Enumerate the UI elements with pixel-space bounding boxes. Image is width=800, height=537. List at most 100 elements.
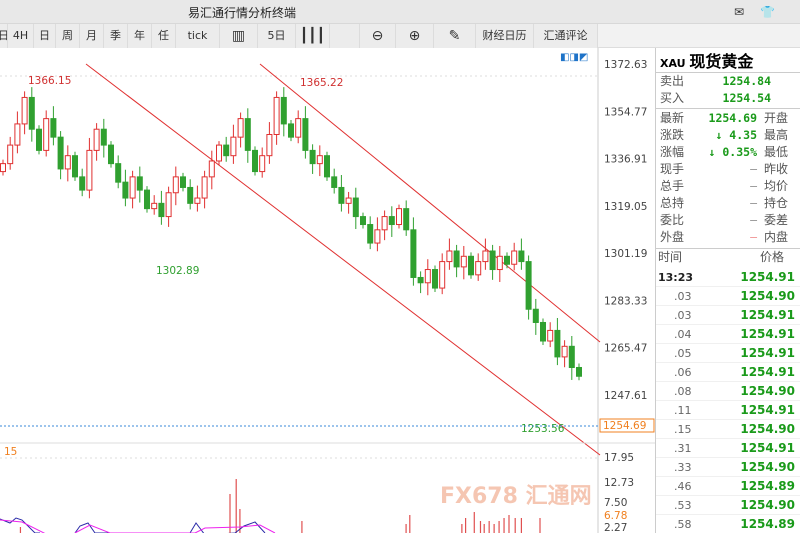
stat-label: 总手 <box>660 179 685 193</box>
channel-upper-line[interactable] <box>259 63 601 343</box>
candle <box>576 363 582 381</box>
candle-body <box>129 176 136 199</box>
candle <box>518 238 525 270</box>
toolbar-button[interactable]: 日 <box>0 24 8 48</box>
zoom-in-button[interactable]: ⊕ <box>396 24 434 48</box>
indicator-bar <box>483 524 485 533</box>
tick-row: .46 1254.89 <box>656 477 800 496</box>
toolbar-button[interactable]: 4H <box>8 24 34 48</box>
price-chart[interactable]: 1372.63 1354.77 1336.91 1319.05 1301.19 1283.… <box>0 48 655 537</box>
stat-label-right: 昨收 <box>764 162 789 176</box>
stat-row: 现手 — 昨收 <box>656 161 800 178</box>
stat-label: 总持 <box>660 196 685 210</box>
quote-label: 卖出 <box>660 74 685 88</box>
candle <box>43 110 50 157</box>
candle-body <box>360 216 366 226</box>
candle <box>460 245 467 280</box>
candle <box>237 112 244 148</box>
quote-label: 买入 <box>660 91 685 105</box>
zoom-in-icon: ⊕ <box>408 28 421 44</box>
candle-body <box>432 269 438 289</box>
toolbar-button[interactable]: 年 <box>128 24 152 48</box>
toolbar-button[interactable]: 月 <box>80 24 104 48</box>
candle-body <box>194 197 201 204</box>
candle-body <box>28 96 35 130</box>
tick-price: 1254.89 <box>740 479 795 493</box>
indicator-bar <box>479 521 482 533</box>
stat-value: — <box>750 196 757 210</box>
quote-value: 1254.84 <box>722 74 771 88</box>
toolbar-button[interactable]: 周 <box>56 24 80 48</box>
mail-icon[interactable]: ✉ <box>734 5 745 19</box>
tick-price: 1254.91 <box>740 346 795 360</box>
layout-buttons-icon[interactable]: ◧◨◩ <box>560 52 588 63</box>
indicator-bar <box>493 524 495 533</box>
tick-price: 1254.91 <box>740 365 795 379</box>
pen-button[interactable]: ✎ <box>434 24 476 48</box>
candle <box>280 87 287 137</box>
tick-row: .33 1254.90 <box>656 458 800 477</box>
toolbar-button[interactable]: 汇通评论 <box>534 24 598 48</box>
candle <box>288 119 294 142</box>
indicator-label: 15 <box>4 446 17 458</box>
stat-label: 涨跌 <box>660 128 685 142</box>
candle-body <box>151 202 158 210</box>
candle <box>410 217 417 286</box>
indicator-bar <box>19 527 22 533</box>
tick-row: .03 1254.91 <box>656 306 800 325</box>
candle-body <box>93 128 100 151</box>
indicator-bar <box>514 518 516 533</box>
window-title: 易汇通行情分析终端 <box>187 6 296 20</box>
indicator-bar <box>239 509 241 533</box>
candle-body <box>100 128 107 146</box>
toolbar-button[interactable]: 任 <box>152 24 176 48</box>
tick-price: 1254.90 <box>740 289 795 303</box>
channel-lower-line[interactable] <box>85 63 601 456</box>
candle <box>568 335 575 380</box>
candlestick-button[interactable]: ┃┃┃ <box>296 24 330 48</box>
stat-label: 外盘 <box>660 230 685 244</box>
indicator-bar <box>498 521 500 533</box>
candle-body <box>201 176 208 199</box>
stat-label-right: 内盘 <box>764 230 789 244</box>
function-button[interactable] <box>330 24 360 48</box>
price-annotation: 1253.56 <box>521 423 565 435</box>
candle-body <box>172 176 179 194</box>
candle <box>223 136 230 162</box>
toolbar-button[interactable]: 日 <box>34 24 56 48</box>
candle <box>554 317 561 366</box>
toolbar-button[interactable]: 季 <box>104 24 128 48</box>
zoom-out-button[interactable]: ⊖ <box>360 24 396 48</box>
current-price-box <box>599 418 655 433</box>
candle-body <box>475 261 482 276</box>
tick-row: .06 1254.91 <box>656 363 800 382</box>
candle <box>547 322 554 348</box>
tick-time: .15 <box>674 423 692 436</box>
price-annotation: 1302.89 <box>156 265 199 277</box>
candle <box>14 111 21 154</box>
candle-body <box>244 118 251 151</box>
y-tick-label: 1283.33 <box>604 295 647 307</box>
candle <box>352 187 359 230</box>
indicator-bar <box>503 518 505 533</box>
candle-body <box>136 176 143 191</box>
time-header: 时间 <box>658 250 683 264</box>
stat-label: 现手 <box>660 162 685 176</box>
toolbar-button[interactable]: 5日 <box>258 24 296 48</box>
bar-chart-button[interactable]: ▥ <box>220 24 258 48</box>
tick-price: 1254.90 <box>740 498 795 512</box>
indicator-bar <box>235 479 237 533</box>
candle <box>360 212 366 229</box>
shirt-icon[interactable]: 👕 <box>760 5 775 19</box>
indicator-y-tick: 2.27 <box>604 522 627 533</box>
tick-time: .03 <box>674 309 692 322</box>
tick-time: .08 <box>674 385 692 398</box>
candle <box>432 265 438 293</box>
candle-body <box>165 192 172 218</box>
toolbar-button[interactable]: 财经日历 <box>476 24 534 48</box>
candle <box>115 155 122 189</box>
tick-header: 时间 价格 <box>656 249 800 266</box>
y-tick-label: 1247.61 <box>604 390 647 402</box>
candle-body <box>453 250 460 268</box>
toolbar-button[interactable]: tick <box>176 24 220 48</box>
